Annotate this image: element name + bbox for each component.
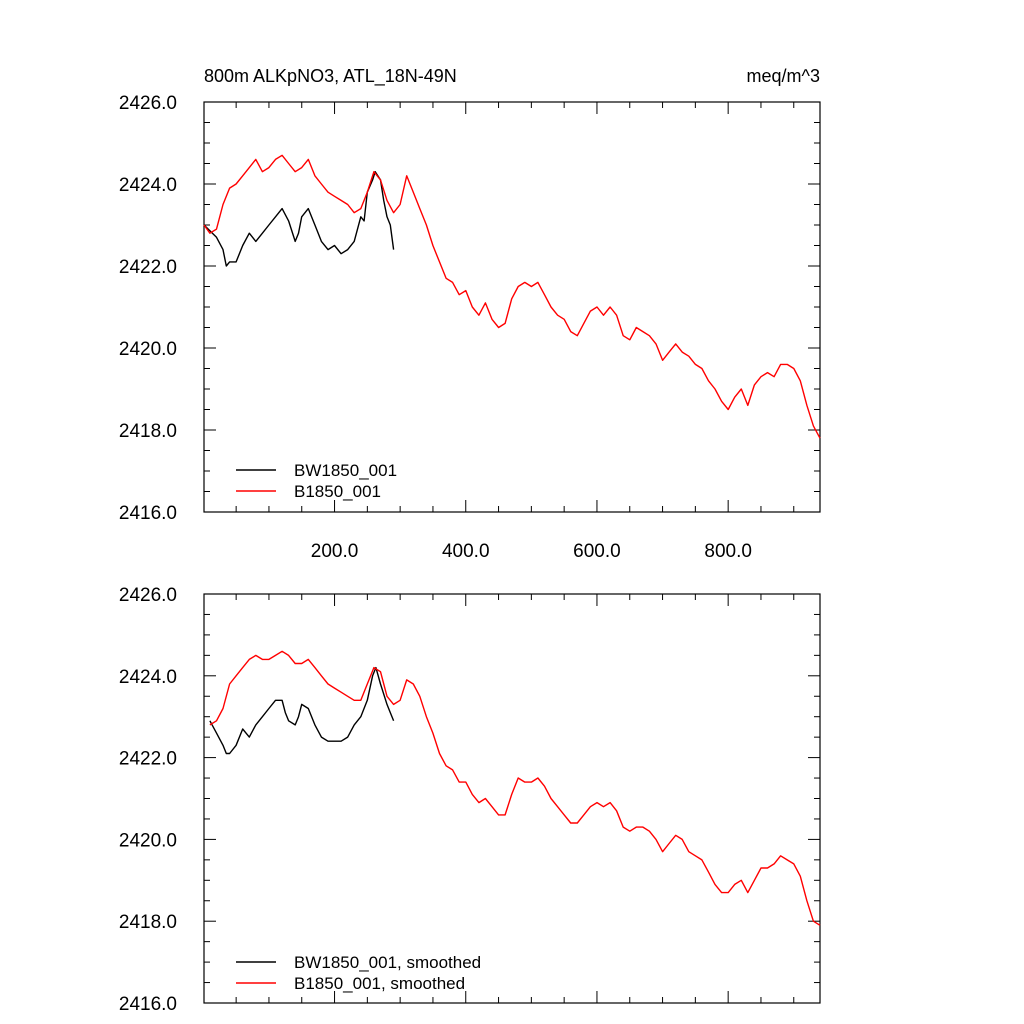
y-tick-label: 2416.0 [119,994,177,1015]
bottom-panel: 2416.0 2418.0 2420.0 2422.0 2424.0 2426.0 BW18… [119,585,821,1015]
y-tick-label: 2418.0 [119,421,177,442]
series-line-b1850 [209,650,821,926]
x-tick-label: 400.0 [442,541,490,562]
x-tick-label: 600.0 [573,541,621,562]
figure-units: meq/m^3 [747,66,820,86]
y-tick-label: 2426.0 [119,585,177,606]
series-line-bw1850 [209,666,395,755]
x-tick-label: 800.0 [704,541,752,562]
y-tick-label: 2420.0 [119,830,177,851]
legend-label: BW1850_001 [294,461,397,480]
x-tick-label: 200.0 [311,541,359,562]
legend-label: BW1850_001, smoothed [294,953,481,972]
y-tick-label: 2424.0 [119,667,177,688]
y-tick-label: 2424.0 [119,175,177,196]
y-tick-label: 2420.0 [119,339,177,360]
y-tick-label: 2418.0 [119,912,177,933]
y-tick-label: 2422.0 [119,257,177,278]
y-tick-label: 2416.0 [119,503,177,524]
series-line-bw1850 [203,170,395,267]
top-panel: 2416.0 2418.0 2420.0 2422.0 2424.0 2426.0 200.… [119,93,821,562]
y-tick-label: 2426.0 [119,93,177,114]
figure-title: 800m ALKpNO3, ATL_18N-49N [204,66,457,87]
y-tick-label: 2422.0 [119,749,177,770]
legend-label: B1850_001 [294,482,381,501]
legend-label: B1850_001, smoothed [294,974,465,993]
series-line-b1850 [203,154,821,439]
